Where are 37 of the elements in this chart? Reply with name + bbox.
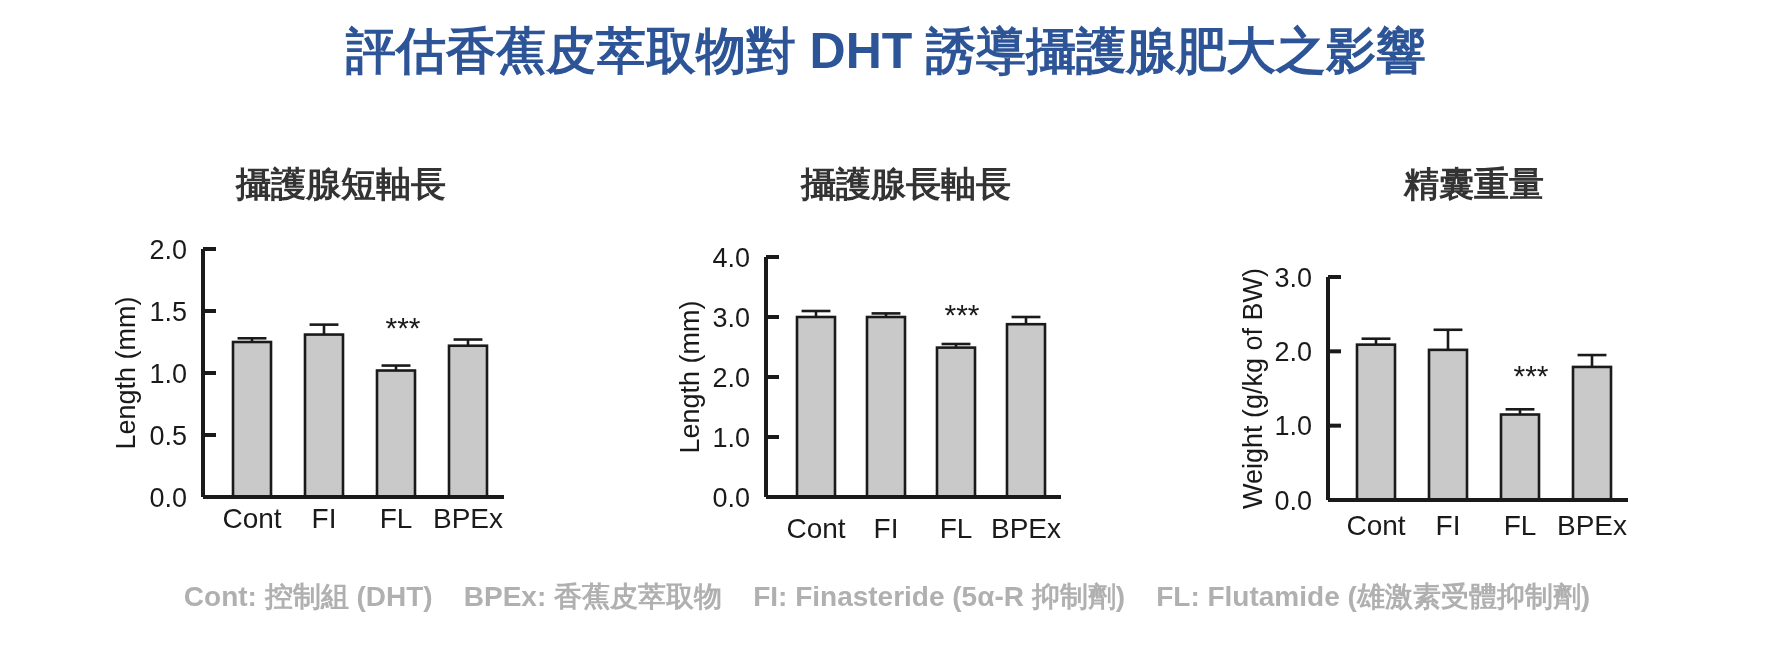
x-tick-label: BPEx — [990, 512, 1062, 544]
y-tick-label: 4.0 — [712, 242, 750, 273]
x-tick-label: BPEx — [1556, 509, 1628, 541]
y-tick-label: 2.0 — [1274, 336, 1312, 367]
y-axis-title: Weight (g/kg of BW) — [1238, 267, 1268, 510]
x-tick-label: FI — [873, 512, 899, 544]
y-tick-label: 2.0 — [712, 362, 750, 393]
y-tick-label: 1.0 — [712, 422, 750, 453]
y-tick-label: 1.0 — [1274, 411, 1312, 442]
chart-title: 攝護腺長軸長 — [801, 163, 1011, 205]
x-tick-label: Cont — [1346, 509, 1406, 541]
chart-title: 攝護腺短軸長 — [236, 163, 446, 205]
y-tick-label: 3.0 — [1274, 262, 1312, 293]
y-tick-label: 0.0 — [1274, 485, 1312, 516]
chart-title: 精囊重量 — [1404, 163, 1544, 205]
y-axis-title: Length (mm) — [675, 300, 705, 454]
y-tick-label: 0.0 — [149, 482, 187, 513]
annotation: *** — [385, 311, 421, 344]
text: 評估香蕉皮萃取物對 DHT 誘導攝護腺肥大之影響 — [345, 22, 1427, 80]
annotation: *** — [944, 298, 980, 331]
x-tick-label: FI — [311, 502, 337, 534]
x-tick-label: BPEx — [432, 502, 504, 534]
annotation: *** — [1513, 359, 1549, 392]
text: Cont: 控制組 (DHT) BPEx: 香蕉皮萃取物 FI: Finasteride (5α-R 抑制劑) FL: Flutamide (雄激素受體抑制劑) — [183, 580, 1591, 614]
y-tick-label: 1.0 — [149, 358, 187, 389]
y-tick-label: 0.0 — [712, 482, 750, 513]
x-tick-label: FL — [939, 512, 973, 544]
y-tick-label: 2.0 — [149, 234, 187, 265]
x-tick-label: Cont — [786, 512, 846, 544]
x-tick-label: FL — [1503, 509, 1537, 541]
y-tick-label: 3.0 — [712, 302, 750, 333]
x-tick-label: Cont — [222, 502, 282, 534]
x-tick-label: FL — [379, 502, 413, 534]
y-tick-label: 1.5 — [149, 296, 187, 327]
x-tick-label: FI — [1435, 509, 1461, 541]
y-axis-title: Length (mm) — [111, 296, 141, 450]
y-tick-label: 0.5 — [149, 420, 187, 451]
